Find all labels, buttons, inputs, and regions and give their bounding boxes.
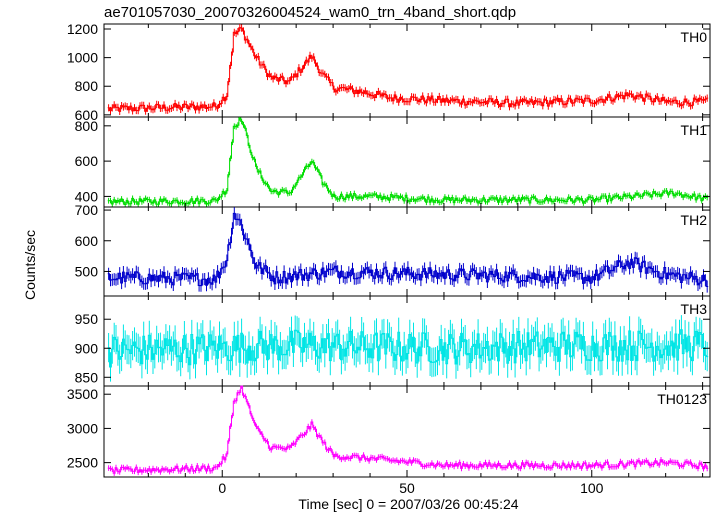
y-tick-label-th1: 800 [75,118,99,134]
series-line-th3 [107,329,709,368]
series-th2 [107,207,709,293]
chart-title: ae701057030_20070326004524_wam0_trn_4ban… [104,4,517,21]
x-axis-label: Time [sec] 0 = 2007/03/26 00:45:24 [298,496,519,512]
x-tick-label: 100 [580,480,604,496]
series-line-th0 [107,27,709,112]
y-tick-label-th2: 500 [75,263,99,279]
y-tick-label-th0: 1200 [67,21,98,37]
y-tick-label-th0: 800 [75,78,99,94]
panel-frame-th1 [103,116,711,208]
y-tick-label-th2: 600 [75,233,99,249]
series-line-th2 [107,212,709,287]
series-th1 [107,117,709,207]
x-tick-label: 0 [218,480,226,496]
panel-label-th0: TH0 [681,29,708,45]
y-tick-label-th1: 400 [75,188,99,204]
error-bars-th1 [108,117,708,207]
y-tick-label-th0: 1000 [67,50,98,66]
series-th3 [107,315,709,382]
error-bars-th0123 [108,386,708,476]
series-th0123 [107,385,709,476]
panel-frame-th2 [103,206,711,297]
error-bars-th3 [108,315,708,382]
series-line-th1 [107,117,709,205]
panel-label-th0123: TH0123 [657,391,707,407]
series-th0 [107,24,709,115]
panel-label-th2: TH2 [681,212,708,228]
y-tick-label-th3: 900 [75,340,99,356]
y-tick-label-th1: 600 [75,153,99,169]
series-line-th0123 [107,385,709,474]
y-tick-label-th0123: 2500 [67,455,98,471]
y-tick-label-th2: 700 [75,202,99,218]
y-tick-label-th3: 950 [75,311,99,327]
y-tick-label-th0: 600 [75,107,99,123]
panel-frame-th0 [103,23,711,118]
panel-label-th1: TH1 [681,122,708,138]
panel-label-th3: TH3 [681,301,708,317]
x-tick-label: 50 [399,480,415,496]
y-tick-label-th0123: 3000 [67,420,98,436]
y-tick-label-th3: 850 [75,369,99,385]
y-tick-label-th0123: 3500 [67,386,98,402]
